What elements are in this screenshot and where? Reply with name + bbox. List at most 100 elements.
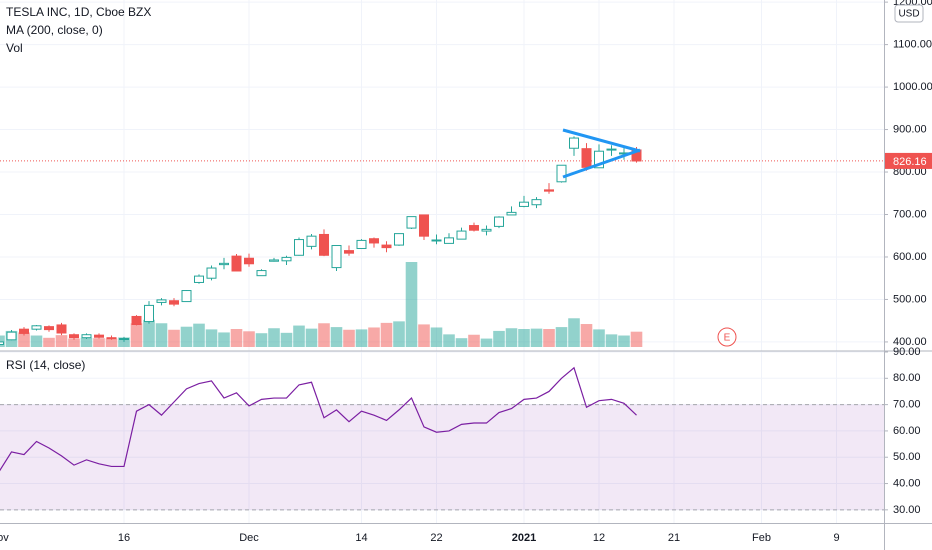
candle-body [344, 250, 354, 254]
volume-bar [493, 330, 505, 347]
candle-body [569, 137, 579, 149]
candle-body [194, 275, 204, 283]
x-tick-label: 9 [833, 532, 839, 544]
earnings-label[interactable]: E [724, 333, 731, 344]
candle-body [494, 216, 504, 227]
candle-body [131, 315, 142, 326]
candle-body [506, 211, 517, 216]
indicator-label: Vol [6, 41, 23, 55]
volume-bar [255, 333, 268, 347]
candle-body [381, 244, 392, 249]
candle-body [69, 334, 79, 339]
candle-body [419, 214, 429, 237]
candle-body [606, 148, 617, 151]
candle-body [331, 245, 342, 269]
candle-body [169, 300, 179, 305]
y-tick-label: 90.00 [893, 346, 921, 358]
volume-bar [55, 335, 68, 347]
volume-bar [18, 332, 30, 347]
candle-body [156, 299, 167, 303]
candle-body [581, 148, 592, 168]
volume-bar [243, 331, 255, 347]
earnings-marker[interactable] [717, 327, 737, 347]
volume-bar [343, 329, 355, 347]
volume-bar [118, 337, 130, 347]
volume-bar [618, 335, 630, 347]
candle-body [106, 337, 117, 340]
volume-bar [455, 338, 468, 347]
candle-body [19, 328, 29, 334]
volume-bar [543, 329, 555, 347]
volume-bar [480, 338, 493, 347]
volume-bar [80, 337, 93, 347]
volume-bar [193, 323, 205, 347]
x-tick-label: 16 [118, 532, 130, 544]
drawing-line [562, 148, 641, 179]
y-tick-label: 1000.00 [893, 81, 932, 93]
candle-body [481, 228, 492, 232]
volume-bar [555, 327, 568, 347]
y-tick-label: 60.00 [893, 425, 921, 437]
volume-bar [418, 324, 430, 347]
candle-body [0, 341, 4, 345]
candle-body [56, 324, 67, 334]
volume-bar [105, 338, 118, 347]
volume-bar [430, 327, 443, 347]
drawing-line [562, 128, 641, 153]
candle-body [44, 326, 54, 331]
rsi-pane [0, 366, 884, 511]
last-price-box [885, 152, 932, 169]
volume-bar [368, 327, 380, 347]
x-tick-label: 21 [668, 532, 680, 544]
candle-body [431, 239, 442, 242]
candle-body [281, 256, 292, 262]
volume-bar [230, 329, 243, 347]
volume-bar [43, 337, 55, 347]
last-price-label: 826.16 [893, 156, 927, 168]
candle-body [469, 225, 479, 231]
volume-bar [568, 318, 580, 347]
volume-bar [93, 338, 105, 347]
candle-body [544, 189, 554, 192]
volume-bar [205, 329, 218, 347]
candle-body [206, 267, 217, 279]
candle-body [306, 235, 317, 247]
y-tick-label: 400.00 [893, 336, 927, 348]
candle-body [444, 237, 454, 244]
volume-bar [505, 328, 518, 347]
volume-bar [143, 319, 155, 347]
candle-body [269, 259, 279, 262]
candle-body [119, 338, 129, 341]
volume-bar [155, 323, 168, 347]
x-tick-label: 12 [593, 532, 605, 544]
currency-box[interactable] [894, 4, 924, 23]
volume-bar [168, 329, 180, 347]
y-tick-label: 70.00 [893, 399, 921, 411]
volume-bar [318, 323, 330, 347]
candle-body [594, 150, 604, 169]
candle-body [319, 233, 329, 256]
candle-body [519, 201, 529, 207]
volume-bar [130, 323, 143, 347]
volume-bar [355, 329, 368, 347]
candle-body [356, 239, 367, 249]
candle-body [256, 270, 267, 277]
volume-bar [305, 328, 318, 347]
currency[interactable]: USD [898, 9, 919, 20]
volume-bar [530, 328, 543, 347]
chart-title: TESLA INC, 1D, Cboe BZX [6, 5, 151, 19]
candle-body [456, 230, 467, 240]
volume-bar [330, 327, 343, 347]
volume-bar [580, 324, 593, 347]
rsi-line [0, 366, 637, 472]
volume-bar [68, 338, 80, 347]
volume-bar [593, 329, 605, 347]
y-tick-label: 800.00 [893, 166, 927, 178]
y-tick-label: 500.00 [893, 293, 927, 305]
x-tick-label: Nov [0, 532, 9, 544]
candle-body [531, 199, 542, 206]
candle-body [556, 164, 567, 183]
candle-body [231, 255, 242, 272]
